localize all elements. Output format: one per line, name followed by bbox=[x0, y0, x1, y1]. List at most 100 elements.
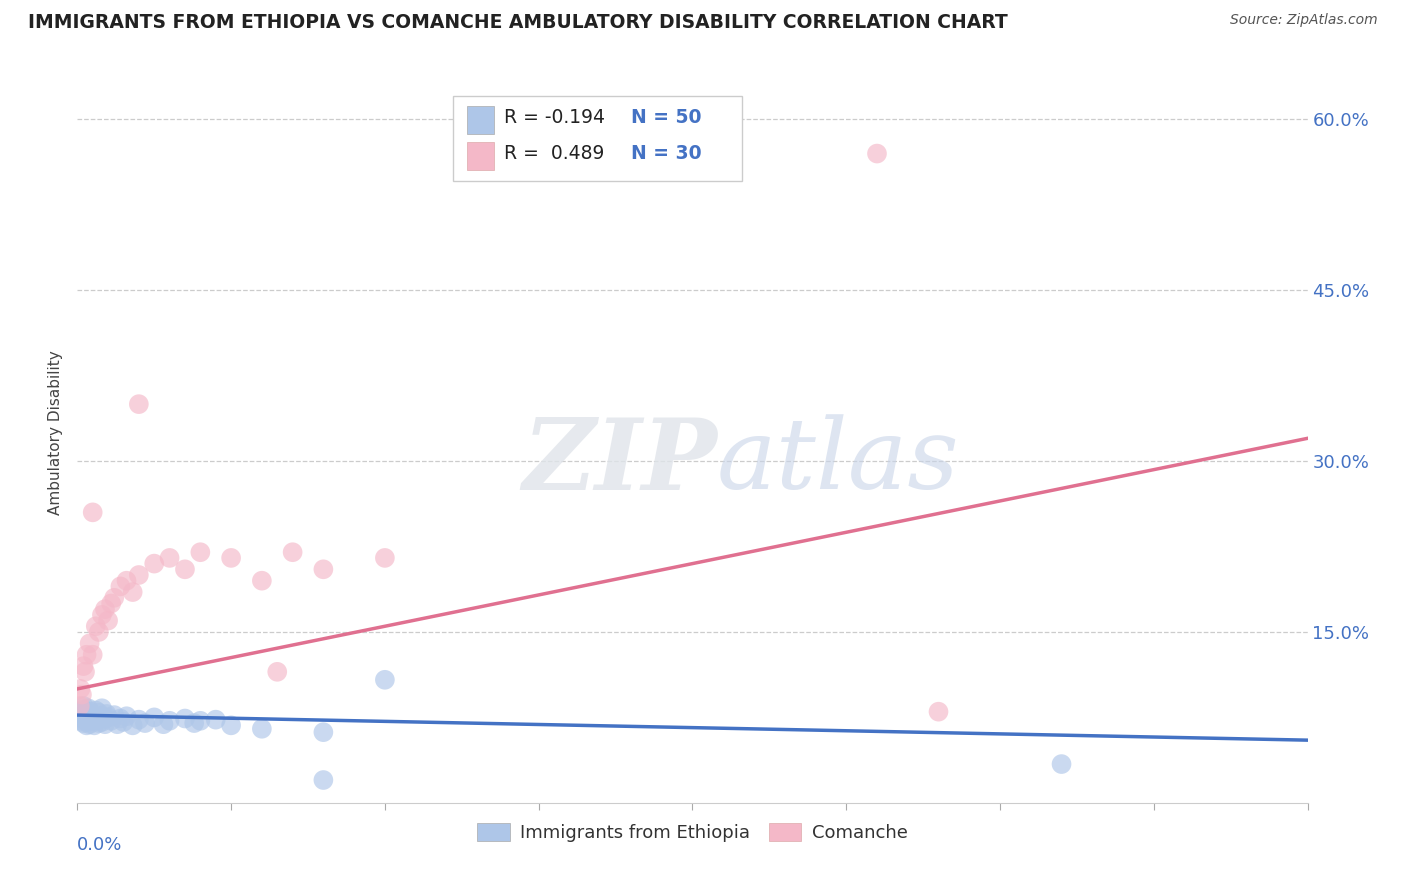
Point bbox=[312, 772, 335, 787]
Point bbox=[69, 705, 91, 719]
Text: Source: ZipAtlas.com: Source: ZipAtlas.com bbox=[1230, 13, 1378, 28]
Point bbox=[86, 713, 108, 727]
Point bbox=[90, 701, 114, 715]
Point bbox=[84, 704, 107, 718]
Point bbox=[79, 717, 101, 731]
Point bbox=[77, 701, 100, 715]
Point bbox=[97, 710, 120, 724]
Point bbox=[72, 698, 94, 713]
Text: IMMIGRANTS FROM ETHIOPIA VS COMANCHE AMBULATORY DISABILITY CORRELATION CHART: IMMIGRANTS FROM ETHIOPIA VS COMANCHE AMB… bbox=[28, 13, 1008, 32]
Point bbox=[72, 716, 94, 731]
Point bbox=[281, 545, 304, 559]
Point bbox=[70, 709, 93, 723]
Point bbox=[1050, 757, 1073, 772]
Point bbox=[103, 591, 125, 605]
Point bbox=[188, 545, 212, 559]
Point bbox=[128, 713, 150, 727]
Point bbox=[96, 706, 118, 721]
Text: R =  0.489: R = 0.489 bbox=[505, 144, 605, 163]
Point bbox=[79, 709, 101, 723]
Point bbox=[204, 713, 226, 727]
Point bbox=[79, 705, 101, 719]
Point bbox=[250, 574, 273, 588]
Point bbox=[69, 710, 91, 724]
Point bbox=[94, 712, 117, 726]
Point bbox=[100, 714, 122, 728]
Point bbox=[312, 562, 335, 576]
Point bbox=[121, 585, 143, 599]
Point bbox=[82, 714, 104, 728]
Point bbox=[70, 714, 93, 728]
Point bbox=[87, 716, 110, 731]
Point bbox=[266, 665, 288, 679]
Point bbox=[928, 705, 950, 719]
Point bbox=[89, 709, 111, 723]
Point bbox=[110, 579, 132, 593]
Point bbox=[103, 708, 125, 723]
Point bbox=[72, 702, 94, 716]
Point bbox=[82, 505, 104, 519]
Point bbox=[87, 706, 110, 720]
Point bbox=[110, 712, 132, 726]
Point bbox=[143, 710, 166, 724]
Point bbox=[115, 574, 138, 588]
Text: 0.0%: 0.0% bbox=[77, 836, 122, 855]
Text: atlas: atlas bbox=[717, 415, 960, 510]
Point bbox=[69, 698, 91, 713]
Point bbox=[76, 714, 98, 729]
Point bbox=[112, 714, 135, 729]
Point bbox=[87, 624, 110, 639]
Point bbox=[219, 718, 242, 732]
Legend: Immigrants from Ethiopia, Comanche: Immigrants from Ethiopia, Comanche bbox=[470, 816, 915, 849]
Point bbox=[83, 718, 105, 732]
Point bbox=[73, 713, 96, 727]
Point bbox=[188, 714, 212, 728]
Point bbox=[90, 607, 114, 622]
Point bbox=[76, 706, 98, 720]
FancyBboxPatch shape bbox=[453, 95, 742, 181]
Point bbox=[100, 597, 122, 611]
Text: ZIP: ZIP bbox=[522, 414, 717, 510]
Point bbox=[250, 722, 273, 736]
Point bbox=[174, 712, 197, 726]
Point bbox=[159, 550, 181, 565]
Point bbox=[115, 709, 138, 723]
Point bbox=[128, 568, 150, 582]
Point bbox=[374, 673, 396, 687]
Point bbox=[76, 718, 98, 732]
Point bbox=[84, 710, 107, 724]
Point bbox=[143, 557, 166, 571]
Text: N = 30: N = 30 bbox=[631, 144, 702, 163]
Point bbox=[312, 725, 335, 739]
Text: N = 50: N = 50 bbox=[631, 109, 702, 128]
Point bbox=[94, 602, 117, 616]
Point bbox=[69, 681, 91, 696]
Point bbox=[128, 397, 150, 411]
Point bbox=[183, 716, 205, 731]
Point bbox=[152, 717, 174, 731]
Point bbox=[94, 717, 117, 731]
Point bbox=[374, 550, 396, 565]
Y-axis label: Ambulatory Disability: Ambulatory Disability bbox=[48, 351, 63, 515]
Point bbox=[82, 708, 104, 723]
Point bbox=[105, 717, 128, 731]
Point bbox=[82, 648, 104, 662]
Point bbox=[866, 146, 889, 161]
FancyBboxPatch shape bbox=[467, 142, 495, 169]
Point bbox=[76, 648, 98, 662]
Point bbox=[219, 550, 242, 565]
Point bbox=[97, 614, 120, 628]
Point bbox=[73, 706, 96, 721]
Point bbox=[72, 659, 94, 673]
Point bbox=[73, 665, 96, 679]
Point bbox=[174, 562, 197, 576]
Point bbox=[134, 716, 156, 731]
Point bbox=[84, 619, 107, 633]
Point bbox=[90, 714, 114, 729]
FancyBboxPatch shape bbox=[467, 106, 495, 135]
Point bbox=[159, 714, 181, 728]
Text: R = -0.194: R = -0.194 bbox=[505, 109, 605, 128]
Point bbox=[121, 718, 143, 732]
Point bbox=[70, 688, 93, 702]
Point bbox=[79, 636, 101, 650]
